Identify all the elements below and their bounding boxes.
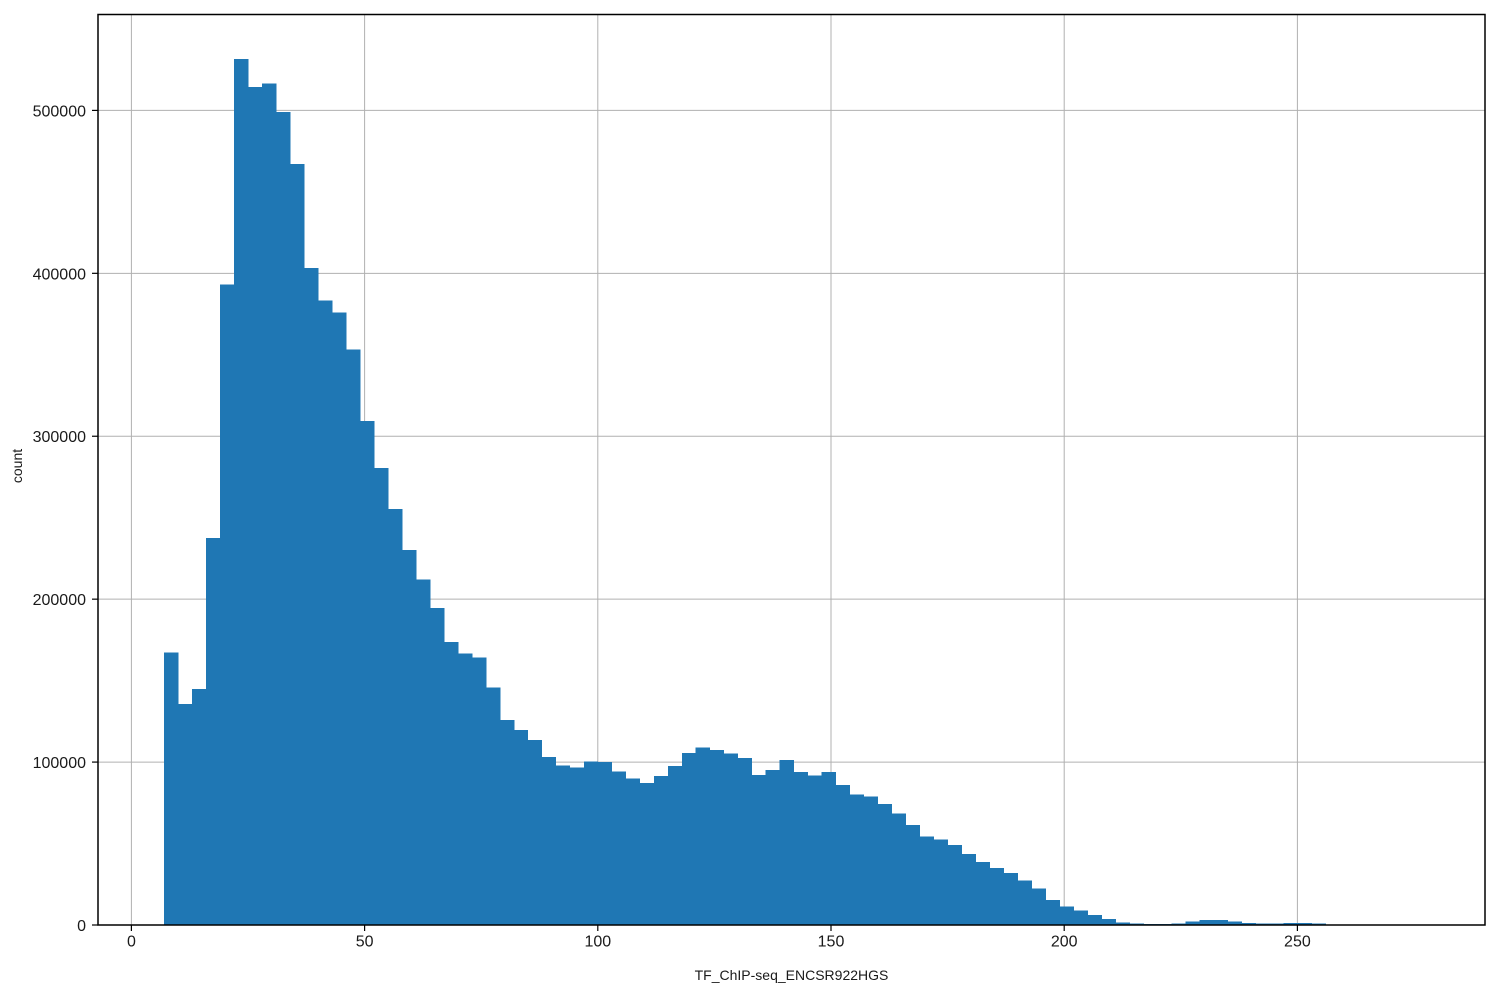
svg-text:500000: 500000 — [33, 103, 86, 120]
svg-text:250: 250 — [1284, 934, 1311, 951]
svg-text:count: count — [9, 449, 25, 483]
svg-text:0: 0 — [127, 934, 136, 951]
svg-text:TF_ChIP-seq_ENCSR922HGS: TF_ChIP-seq_ENCSR922HGS — [695, 967, 889, 983]
svg-text:0: 0 — [77, 918, 86, 935]
svg-text:200: 200 — [1051, 934, 1078, 951]
svg-text:100: 100 — [584, 934, 611, 951]
svg-text:300000: 300000 — [33, 429, 86, 446]
svg-text:50: 50 — [356, 934, 374, 951]
svg-text:100000: 100000 — [33, 755, 86, 772]
svg-text:200000: 200000 — [33, 592, 86, 609]
svg-text:400000: 400000 — [33, 266, 86, 283]
svg-text:150: 150 — [818, 934, 845, 951]
